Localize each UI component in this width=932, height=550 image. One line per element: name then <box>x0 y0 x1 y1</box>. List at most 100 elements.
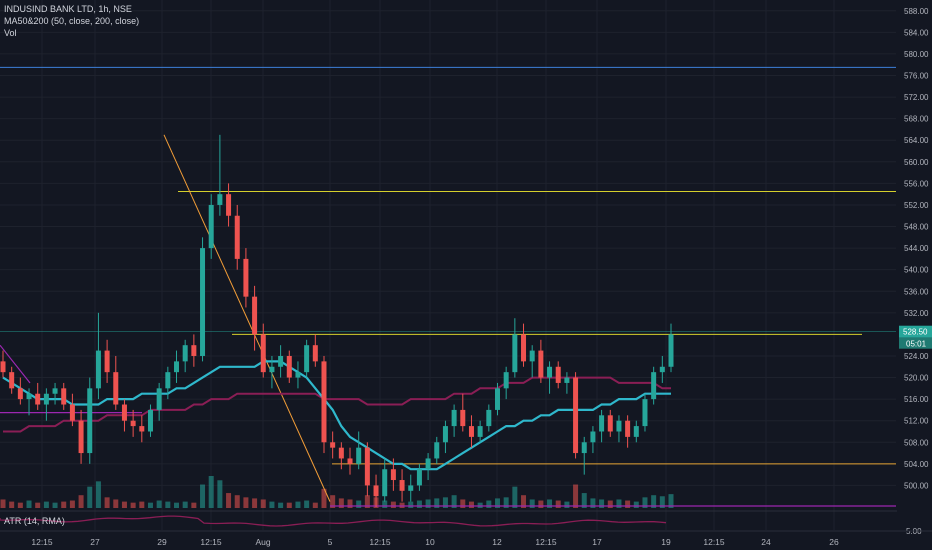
volume-bar <box>642 497 648 508</box>
price-tick-label: 572.00 <box>904 93 929 102</box>
price-tick-label: 508.00 <box>904 438 929 447</box>
candle-body <box>607 415 613 432</box>
volume-bar <box>165 501 171 508</box>
time-tick-label: Aug <box>255 537 270 547</box>
candle-body <box>234 215 240 259</box>
volume-bar <box>564 501 570 508</box>
candle-body <box>590 431 596 443</box>
volume-bar <box>17 502 23 508</box>
price-tick-label: 500.00 <box>904 481 929 490</box>
candle-body <box>390 469 396 481</box>
volume-bar <box>555 500 561 508</box>
volume-bar <box>35 502 41 508</box>
price-tick-label: 584.00 <box>904 28 929 37</box>
candle-body <box>547 366 553 378</box>
price-tick-label: 580.00 <box>904 50 929 59</box>
volume-bar <box>347 499 353 508</box>
candle-body <box>477 426 483 437</box>
candle-body <box>200 248 206 356</box>
volume-bar <box>156 500 162 508</box>
volume-bar <box>616 499 622 508</box>
atr-line <box>0 515 667 527</box>
countdown-label: 05:01 <box>906 340 927 349</box>
volume-bar <box>182 501 188 508</box>
price-tick-label: 540.00 <box>904 266 929 275</box>
volume-bar <box>442 497 448 508</box>
last-price-box <box>899 325 932 338</box>
volume-bar <box>416 500 422 508</box>
time-tick-label: 12 <box>492 537 502 547</box>
volume-bar <box>668 494 674 508</box>
candle-body <box>486 409 492 427</box>
candle-body <box>121 404 127 421</box>
volume-bar <box>252 498 258 508</box>
candle-body <box>69 404 75 421</box>
volume-bar <box>312 502 318 508</box>
volume-bar <box>529 499 535 508</box>
candle-body <box>87 388 93 454</box>
candle-body <box>408 485 414 491</box>
volume-bar <box>434 498 440 508</box>
last-price-label: 528.50 <box>903 328 928 337</box>
candle-body <box>451 409 457 427</box>
volume-bar <box>547 499 553 508</box>
volume-bar <box>330 495 336 508</box>
volume-bar <box>174 502 180 508</box>
candle-body <box>668 334 674 367</box>
price-tick-label: 504.00 <box>904 460 929 469</box>
volume-bar <box>243 497 249 508</box>
price-tick-label: 524.00 <box>904 352 929 361</box>
volume-bar <box>87 486 93 508</box>
volume-bar <box>451 495 457 508</box>
vol-legend: Vol <box>4 28 17 38</box>
price-tick-label: 564.00 <box>904 136 929 145</box>
volume-bar <box>304 500 310 508</box>
candle-body <box>512 334 518 373</box>
volume-bar <box>26 500 32 508</box>
candle-body <box>260 334 266 373</box>
price-axis-background <box>897 0 932 530</box>
candle-body <box>147 409 153 432</box>
volume-bar <box>139 501 145 508</box>
time-tick-label: 12:15 <box>535 537 557 547</box>
volume-bar <box>460 499 466 508</box>
volume-bar <box>52 502 58 508</box>
volume-bar <box>356 500 362 508</box>
candle-body <box>243 258 249 297</box>
candle-body <box>269 366 275 373</box>
candle-body <box>529 350 535 362</box>
time-tick-label: 10 <box>425 537 435 547</box>
candle-body <box>356 447 362 464</box>
price-tick-label: 536.00 <box>904 287 929 296</box>
candle-body <box>104 350 110 373</box>
time-tick-label: 12:15 <box>31 537 53 547</box>
volume-bar <box>191 502 197 508</box>
candle-body <box>442 426 448 443</box>
volume-bar <box>61 501 67 508</box>
candle-body <box>26 393 32 400</box>
trendline <box>163 134 331 502</box>
volume-bar <box>581 493 587 508</box>
candle-body <box>425 458 431 470</box>
candle-body <box>174 361 180 373</box>
volume-bar <box>278 502 284 508</box>
candle-body <box>139 426 145 432</box>
time-tick-label: 12:15 <box>200 537 222 547</box>
volume-bar <box>503 497 509 508</box>
candle-body <box>564 377 570 383</box>
time-tick-label: 29 <box>157 537 167 547</box>
atr-legend: ATR (14, RMA) <box>4 516 65 526</box>
candle-body <box>17 388 23 400</box>
candle-body <box>434 442 440 459</box>
price-axis: 588.00 584.00 580.00 576.00 572.00 568.00 564.… <box>897 0 932 536</box>
volume-bar <box>382 500 388 508</box>
candle-body <box>468 426 474 437</box>
volume-bar <box>390 501 396 508</box>
volume-bar <box>0 499 6 508</box>
price-tick-label: 520.00 <box>904 374 929 383</box>
candle-body <box>9 372 15 389</box>
candle-body <box>156 388 162 410</box>
candle-body <box>61 388 67 405</box>
candle-body <box>338 447 344 459</box>
